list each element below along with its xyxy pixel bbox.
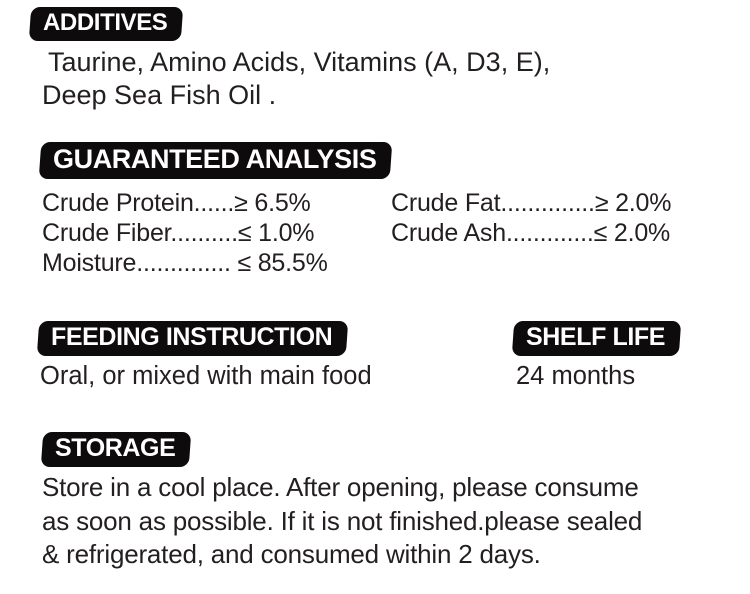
analysis-row-crude-fiber: Crude Fiber..........≤ 1.0% [42,219,315,248]
storage-line-2: as soon as possible. If it is not finish… [42,505,643,536]
dot-leader: .............. [136,249,231,277]
analysis-row-crude-protein: Crude Protein......≥ 6.5% [42,189,311,218]
storage-text: Store in a cool place. After opening, pl… [42,471,642,572]
analysis-row-crude-ash: Crude Ash.............≤ 2.0% [391,219,670,248]
storage-line-1: Store in a cool place. After opening, pl… [42,472,639,502]
dot-leader: .............. [500,189,595,217]
storage-heading: STORAGE [55,434,176,462]
shelf-life-heading: SHELF LIFE [526,323,666,351]
analysis-label: Crude Fat [391,189,501,217]
analysis-value: ≤ 1.0% [237,219,315,247]
analysis-value: ≥ 6.5% [234,189,311,217]
analysis-label: Crude Fiber [42,219,171,247]
analysis-value: ≥ 2.0% [594,189,672,217]
guaranteed-analysis-heading: GUARANTEED ANALYSIS [53,144,377,174]
shelf-life-heading-badge: SHELF LIFE [513,321,680,356]
analysis-row-crude-fat: Crude Fat..............≥ 2.0% [391,189,671,218]
dot-leader: ............. [505,219,594,247]
guaranteed-analysis-heading-badge: GUARANTEED ANALYSIS [40,142,391,179]
feeding-instruction-heading: FEEDING INSTRUCTION [51,323,333,351]
additives-line-2: Deep Sea Fish Oil . [42,80,277,110]
additives-line-1: Taurine, Amino Acids, Vitamins (A, D3, E… [48,47,551,77]
analysis-label: Crude Ash [391,219,506,247]
additives-text: Taurine, Amino Acids, Vitamins (A, D3, E… [42,46,550,112]
feeding-instruction-text: Oral, or mixed with main food [40,362,372,390]
additives-heading: ADDITIVES [43,9,168,36]
analysis-label: Moisture [42,249,137,277]
dot-leader: ...... [193,189,235,217]
feeding-instruction-heading-badge: FEEDING INSTRUCTION [38,321,347,356]
dot-leader: .......... [170,219,238,247]
analysis-value: ≤ 2.0% [593,219,671,247]
storage-line-3: & refrigerated, and consumed within 2 da… [42,539,541,569]
analysis-label: Crude Protein [42,189,194,217]
analysis-row-moisture: Moisture.............. ≤ 85.5% [42,249,328,278]
additives-heading-badge: ADDITIVES [30,7,182,41]
analysis-value: ≤ 85.5% [230,249,328,277]
storage-heading-badge: STORAGE [42,432,190,467]
shelf-life-text: 24 months [516,362,636,390]
